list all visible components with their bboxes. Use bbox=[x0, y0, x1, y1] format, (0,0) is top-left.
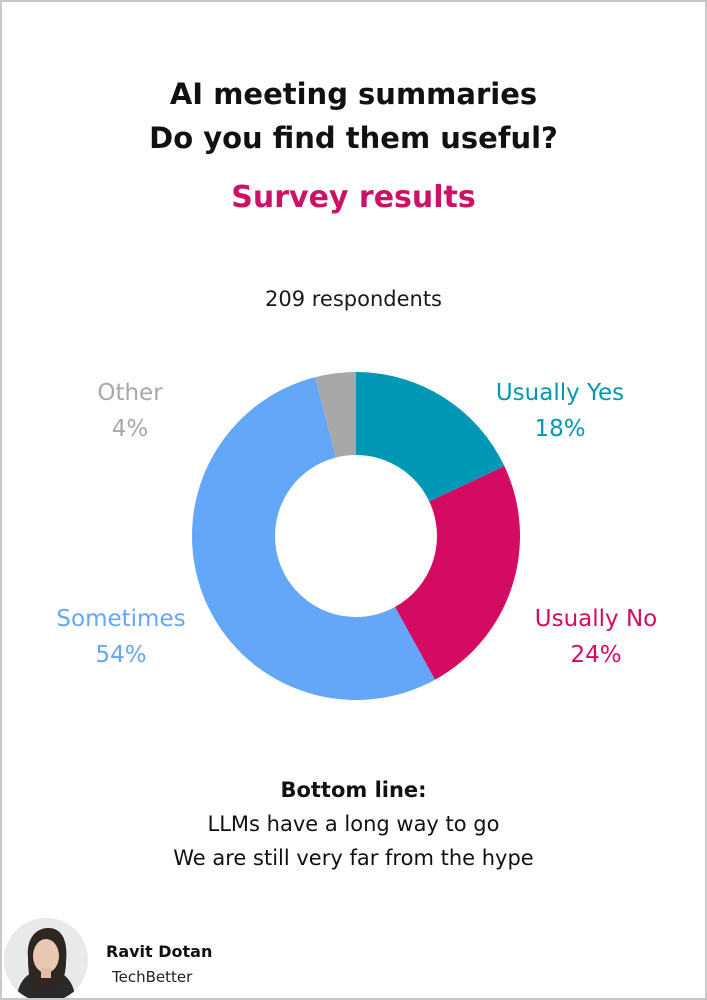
slice-value-sometimes: 54% bbox=[95, 642, 146, 668]
author-name: Ravit Dotan bbox=[106, 942, 213, 961]
slice-value-usually-no: 24% bbox=[570, 642, 621, 668]
title-line-1: AI meeting summaries bbox=[169, 77, 538, 111]
bottom-line-text-2: We are still very far from the hype bbox=[173, 846, 534, 870]
slice-value-usually-yes: 18% bbox=[534, 416, 585, 442]
person-icon bbox=[4, 918, 88, 998]
slice-label-other: Other bbox=[97, 380, 163, 406]
author-organization: TechBetter bbox=[112, 968, 193, 986]
title-line-2: Do you find them useful? bbox=[149, 121, 558, 155]
slice-usually-yes bbox=[356, 372, 505, 502]
bottom-line-heading: Bottom line: bbox=[280, 778, 427, 802]
bottom-line-text-1: LLMs have a long way to go bbox=[207, 812, 500, 836]
slice-other bbox=[315, 372, 356, 458]
slice-label-sometimes: Sometimes bbox=[56, 606, 185, 632]
slice-label-usually-yes: Usually Yes bbox=[496, 380, 624, 406]
subtitle: Survey results bbox=[231, 180, 476, 215]
respondents-count: 209 respondents bbox=[264, 287, 442, 311]
slice-value-other: 4% bbox=[112, 416, 149, 442]
slice-usually-no bbox=[395, 466, 520, 680]
author-avatar bbox=[4, 918, 88, 998]
slice-sometimes bbox=[191, 377, 436, 701]
slice-label-usually-no: Usually No bbox=[535, 606, 657, 632]
